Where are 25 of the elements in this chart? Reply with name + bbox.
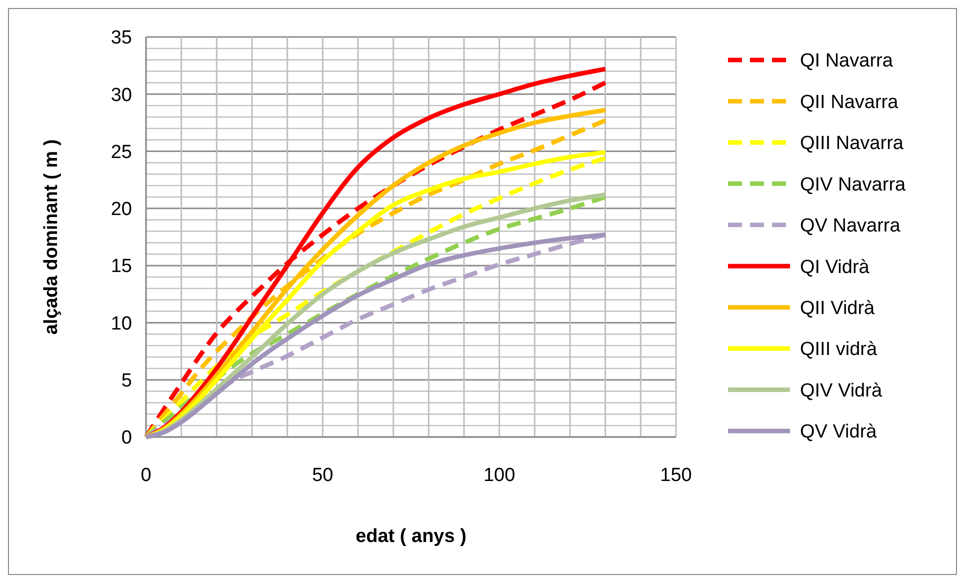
legend-label: QV Navarra — [800, 216, 901, 237]
x-tick-label: 0 — [140, 465, 152, 486]
y-tick-label: 20 — [110, 199, 132, 220]
y-tick-label: 0 — [121, 428, 132, 449]
legend-label: QIII vidrà — [800, 339, 878, 360]
y-tick-label: 35 — [110, 28, 132, 49]
y-tick-label: 10 — [110, 313, 132, 334]
legend-label: QI Vidrà — [800, 256, 870, 278]
y-tick-label: 15 — [110, 256, 132, 278]
x-tick-label: 150 — [660, 465, 692, 486]
y-tick-label: 30 — [110, 84, 132, 106]
line-series — [144, 232, 608, 440]
legend-label: QI Navarra — [800, 50, 894, 72]
y-tick-label: 25 — [110, 142, 132, 163]
legend-label: QII Vidrà — [800, 298, 876, 319]
x-tick-label: 50 — [312, 465, 334, 486]
legend-label: QV Vidrà — [800, 422, 878, 443]
legend-label: QIII Navarra — [800, 133, 904, 154]
legend-label: QIV Vidrà — [800, 380, 882, 402]
x-axis-title: edat ( anys ) — [356, 526, 466, 547]
y-axis-title: alçada dominant ( m ) — [41, 139, 62, 335]
y-tick-label: 5 — [121, 370, 132, 392]
x-tick-label: 100 — [483, 465, 516, 486]
legend-label: QII Navarra — [800, 92, 899, 113]
legend-label: QIV Navarra — [800, 174, 906, 196]
